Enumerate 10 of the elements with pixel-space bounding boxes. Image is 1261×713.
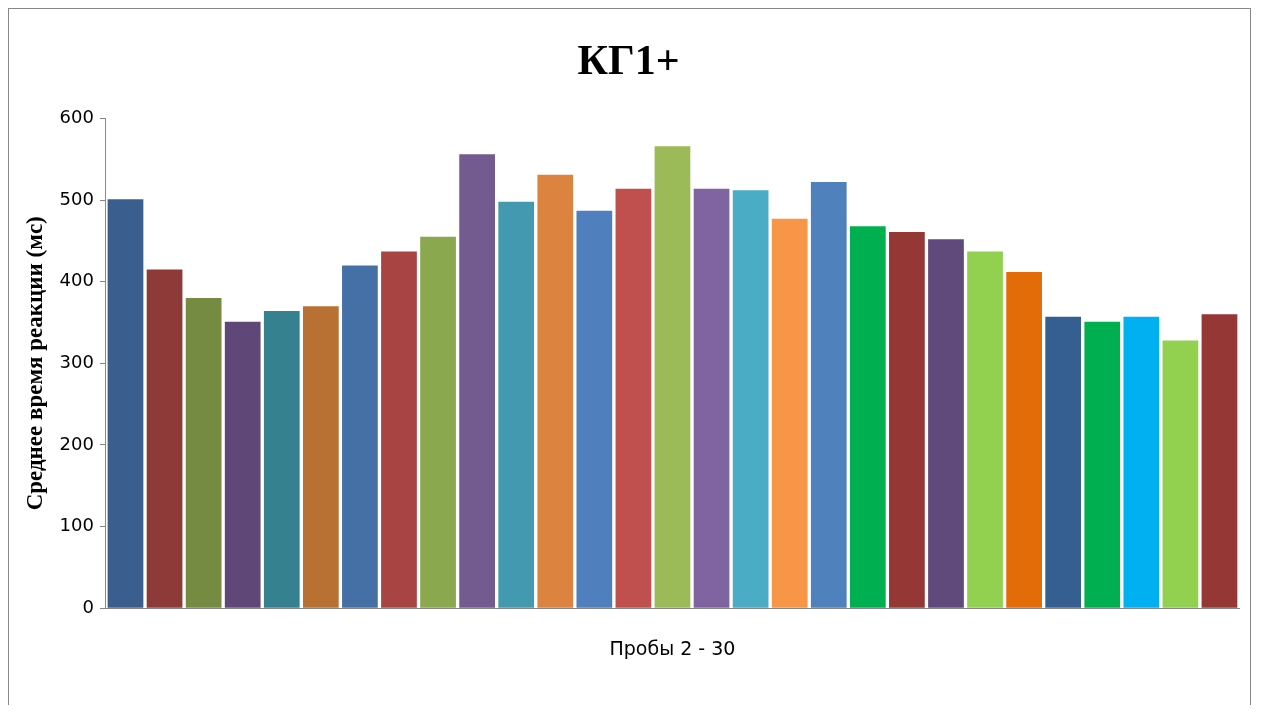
y-tick-label: 0: [82, 595, 94, 617]
y-tick-label: 100: [59, 514, 94, 536]
chart-title: КГ1+: [577, 37, 680, 84]
y-tick-label: 200: [59, 432, 94, 454]
x-axis-title: Пробы 2 - 30: [609, 636, 736, 659]
y-tick-label: 400: [59, 269, 94, 291]
y-tick-label: 500: [59, 187, 94, 209]
y-axis-title: Среднее время реакции (мс): [21, 216, 47, 511]
y-tick-label: 300: [59, 350, 94, 372]
y-tick-label: 600: [59, 106, 94, 128]
